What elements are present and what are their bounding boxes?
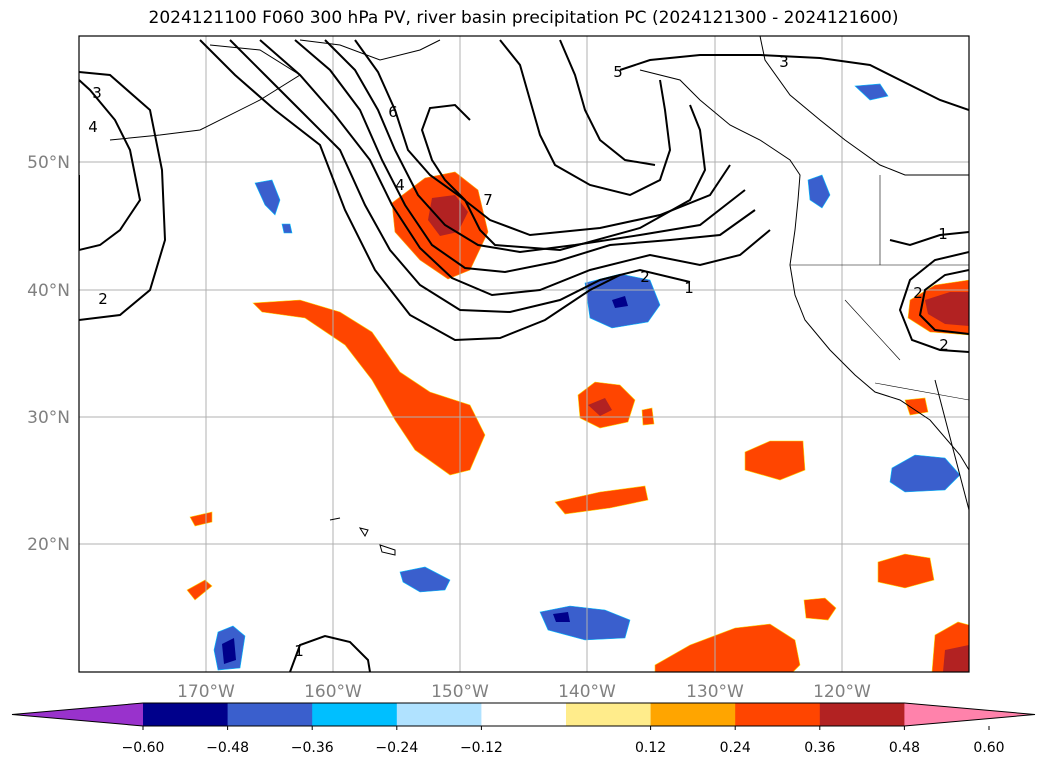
contour-label: 1 <box>938 225 948 243</box>
contour-label: 3 <box>779 53 789 71</box>
pv-contours <box>79 39 969 672</box>
lon-label: 150°W <box>431 682 489 702</box>
shade-orange <box>189 511 213 527</box>
contour-label: 6 <box>388 103 398 121</box>
shade-darkred <box>943 645 969 672</box>
colorbar-tick-label: 0.36 <box>804 740 835 756</box>
lat-label: 50°N <box>27 153 70 173</box>
colorbar-extend-high <box>904 703 1035 726</box>
colorbar-ticks: −0.60 −0.48 −0.36 −0.24 −0.12 0.12 0.24 … <box>122 740 1005 756</box>
shade-blue <box>854 83 889 101</box>
colorbar-cell <box>735 703 821 726</box>
contour-label: 2 <box>913 284 923 302</box>
colorbar-cell <box>481 703 567 726</box>
contour-labels: 3 4 2 6 4 7 5 3 2 1 1 2 2 1 <box>88 53 949 660</box>
colorbar-tick-label: 0.12 <box>635 740 666 756</box>
contour-label: 3 <box>92 84 102 102</box>
graticule <box>79 36 969 672</box>
lon-label: 120°W <box>813 682 871 702</box>
shade-orange <box>252 299 486 476</box>
map-title: 2024121100 F060 300 hPa PV, river basin … <box>148 8 899 28</box>
shade-darkred <box>588 398 612 416</box>
shade-orange <box>877 553 935 589</box>
shade-orange <box>654 623 801 672</box>
shade-blue <box>539 605 631 641</box>
colorbar-tick-label: −0.36 <box>291 740 334 756</box>
lat-label: 30°N <box>27 408 70 428</box>
lat-labels: 50°N 40°N 30°N 20°N <box>27 153 70 555</box>
colorbar-tick-label: −0.12 <box>460 740 503 756</box>
shade-orange <box>554 485 649 515</box>
shade-darkred <box>428 195 468 236</box>
lon-labels: 170°W 160°W 150°W 140°W 130°W 120°W <box>177 682 871 702</box>
colorbar-cell <box>143 703 229 726</box>
lon-label: 170°W <box>177 682 235 702</box>
shade-blue <box>399 566 451 593</box>
shade-navy <box>222 638 236 664</box>
contour-label: 1 <box>684 279 694 297</box>
contour-label: 7 <box>483 191 493 209</box>
colorbar-cell <box>396 703 482 726</box>
colorbar-cell <box>227 703 313 726</box>
shade-orange <box>744 440 806 481</box>
colorbar-tick-label: −0.24 <box>375 740 418 756</box>
colorbar-tick-label: −0.48 <box>206 740 249 756</box>
colorbar-extend-low <box>12 703 143 726</box>
contour-label: 4 <box>395 176 405 194</box>
precip-shading <box>186 83 969 672</box>
shade-orange <box>803 597 837 621</box>
colorbar-cell <box>312 703 398 726</box>
contour-label: 4 <box>88 118 98 136</box>
shade-blue <box>254 179 281 216</box>
shade-blue <box>889 454 961 493</box>
colorbar-cell <box>819 703 905 726</box>
shade-navy <box>553 612 570 622</box>
contour-label: 1 <box>294 642 304 660</box>
lon-label: 140°W <box>558 682 616 702</box>
contour-label: 2 <box>98 290 108 308</box>
lon-label: 130°W <box>686 682 744 702</box>
colorbar: −0.60 −0.48 −0.36 −0.24 −0.12 0.12 0.24 … <box>11 702 1036 756</box>
shade-orange <box>186 579 213 601</box>
colorbar-tick-label: 0.60 <box>973 740 1004 756</box>
map-frame <box>78 35 970 673</box>
colorbar-cell <box>566 703 652 726</box>
colorbar-tick-label: −0.60 <box>122 740 165 756</box>
lon-label: 160°W <box>304 682 362 702</box>
shade-blue <box>807 174 831 209</box>
lat-label: 20°N <box>27 535 70 555</box>
contour-label: 5 <box>613 63 623 81</box>
colorbar-cell <box>650 703 736 726</box>
coastlines <box>109 36 969 556</box>
colorbar-cells <box>11 702 1036 730</box>
contour-label: 2 <box>939 336 949 354</box>
lat-label: 40°N <box>27 281 70 301</box>
contour-label: 2 <box>640 268 650 286</box>
colorbar-tick-label: 0.48 <box>889 740 920 756</box>
shade-darkred <box>925 292 969 326</box>
colorbar-tick-label: 0.24 <box>720 740 751 756</box>
shade-navy <box>612 296 628 308</box>
shade-orange <box>904 397 929 416</box>
shade-blue <box>281 223 293 234</box>
